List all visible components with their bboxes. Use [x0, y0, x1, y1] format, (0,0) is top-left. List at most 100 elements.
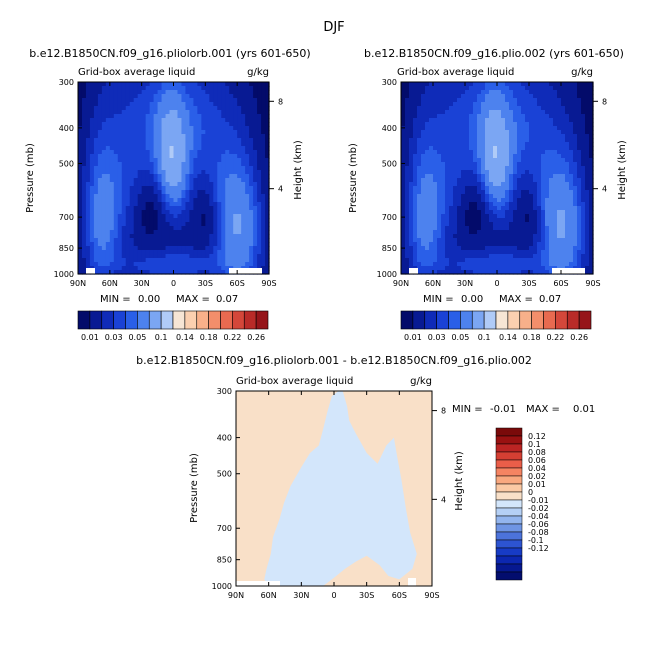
field-cell — [445, 150, 450, 155]
field-cell — [181, 118, 187, 123]
field-cell — [521, 110, 526, 115]
field-cell — [509, 198, 514, 203]
field-cell — [201, 158, 206, 163]
field-cell — [565, 166, 570, 171]
field-cell — [117, 94, 123, 99]
field-cell — [121, 206, 127, 211]
field-cell — [581, 194, 586, 199]
field-cell — [157, 158, 163, 163]
field-cell — [177, 246, 183, 251]
field-cell — [537, 94, 542, 99]
field-cell — [549, 82, 554, 87]
field-cell — [157, 266, 163, 271]
field-cell — [245, 94, 250, 99]
field-cell — [517, 270, 522, 275]
field-cell — [541, 258, 546, 263]
field-cell — [109, 190, 115, 195]
field-cell — [233, 122, 238, 127]
field-cell — [477, 114, 482, 119]
field-cell — [457, 130, 462, 135]
field-cell — [85, 250, 91, 255]
field-cell — [125, 110, 131, 115]
field-cell — [261, 90, 266, 95]
field-cell — [425, 134, 430, 139]
field-cell — [101, 130, 107, 135]
field-cell — [217, 198, 222, 203]
field-cell — [233, 118, 238, 123]
field-cell — [445, 198, 450, 203]
field-cell — [429, 118, 434, 123]
field-cell — [429, 182, 434, 187]
field-cell — [521, 198, 526, 203]
field-cell — [493, 190, 498, 195]
field-cell — [93, 242, 99, 247]
field-cell — [493, 146, 498, 151]
field-cell — [221, 206, 226, 211]
field-cell — [133, 94, 139, 99]
field-cell — [441, 114, 446, 119]
field-cell — [181, 166, 187, 171]
field-cell — [585, 102, 590, 107]
field-cell — [469, 142, 474, 147]
field-cell — [221, 118, 226, 123]
field-cell — [549, 114, 554, 119]
field-cell — [78, 142, 83, 147]
x-tick-label: 90S — [261, 279, 276, 288]
field-cell — [221, 114, 226, 119]
field-cell — [437, 206, 442, 211]
field-cell — [413, 262, 418, 267]
field-cell — [565, 226, 570, 231]
field-cell — [537, 130, 542, 135]
field-cell — [489, 130, 494, 135]
field-cell — [517, 254, 522, 259]
field-cell — [417, 250, 422, 255]
field-cell — [161, 258, 167, 263]
field-cell — [529, 258, 534, 263]
field-cell — [485, 118, 490, 123]
field-cell — [501, 266, 506, 271]
field-cell — [81, 202, 87, 207]
field-cell — [145, 218, 151, 223]
field-cell — [441, 162, 446, 167]
field-cell — [157, 130, 163, 135]
field-cell — [193, 202, 198, 207]
field-cell — [113, 122, 119, 127]
field-cell — [225, 82, 230, 87]
field-cell — [105, 234, 111, 239]
field-cell — [149, 186, 155, 191]
field-cell — [97, 206, 103, 211]
field-cell — [433, 270, 438, 275]
field-cell — [197, 170, 202, 175]
field-cell — [85, 86, 91, 91]
field-cell — [241, 222, 246, 227]
field-cell — [453, 246, 458, 251]
field-cell — [421, 214, 426, 219]
field-cell — [501, 138, 506, 143]
field-cell — [557, 190, 562, 195]
field-cell — [585, 222, 590, 227]
field-cell — [505, 162, 510, 167]
field-cell — [97, 166, 103, 171]
field-cell — [501, 122, 506, 127]
field-cell — [137, 266, 143, 271]
field-cell — [453, 106, 458, 111]
field-cell — [465, 102, 470, 107]
field-cell — [561, 130, 566, 135]
field-cell — [117, 130, 123, 135]
field-cell — [477, 90, 482, 95]
field-cell — [205, 94, 210, 99]
field-cell — [485, 154, 490, 159]
field-cell — [237, 82, 242, 87]
field-cell — [85, 94, 91, 99]
field-cell — [489, 98, 494, 103]
field-cell — [93, 246, 99, 251]
field-cell — [225, 190, 230, 195]
field-cell — [93, 254, 99, 259]
field-cell — [221, 166, 226, 171]
field-cell — [133, 198, 139, 203]
field-cell — [233, 158, 238, 163]
field-cell — [193, 210, 198, 215]
field-cell — [197, 182, 202, 187]
field-cell — [545, 142, 550, 147]
